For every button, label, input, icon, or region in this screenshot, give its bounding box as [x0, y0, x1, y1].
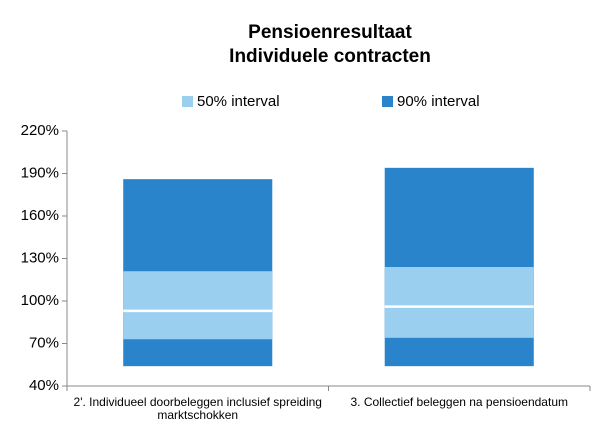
legend-label: 50% interval — [197, 93, 280, 110]
legend-swatch — [182, 96, 193, 107]
y-tick-label: 160% — [21, 207, 59, 224]
legend-label: 90% interval — [397, 93, 480, 110]
y-tick-label: 220% — [21, 122, 59, 139]
interval-bar — [123, 271, 273, 340]
y-tick-label: 190% — [21, 164, 59, 181]
x-tick-label: 3. Collectief beleggen na pensioendatum — [350, 395, 569, 409]
y-tick-label: 130% — [21, 249, 59, 266]
y-tick-label: 70% — [29, 334, 59, 351]
interval-bar — [384, 267, 534, 338]
legend-swatch — [382, 96, 393, 107]
y-tick-label: 100% — [21, 292, 59, 309]
y-tick-label: 40% — [29, 377, 59, 394]
chart-title: Individuele contracten — [229, 46, 431, 67]
x-tick-label: 2'. Individueel doorbeleggen inclusief s… — [73, 395, 322, 422]
chart-title: Pensioenresultaat — [248, 22, 412, 43]
